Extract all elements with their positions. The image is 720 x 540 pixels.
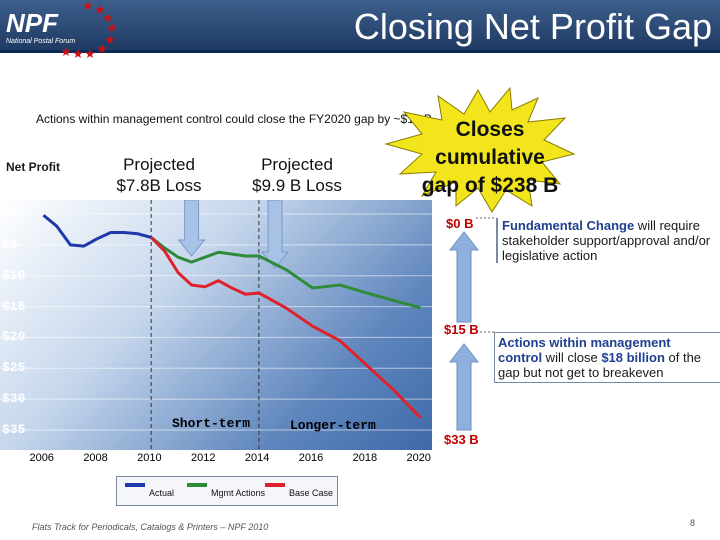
legend-swatch-mgmt — [187, 483, 207, 487]
legend-label-mgmt: Mgmt Actions — [211, 488, 266, 498]
down-arrow-icon — [177, 200, 206, 257]
projection-arrows — [177, 200, 290, 269]
star-arc-icon — [61, 1, 117, 58]
up-arrow-upper-icon — [448, 231, 480, 323]
x-tick-label: 2020 — [406, 452, 431, 464]
projected-left-line-2: $7.8B Loss — [116, 176, 202, 195]
longer-term-label: Longer-term — [290, 418, 376, 433]
series-line-actual — [42, 214, 152, 248]
gap-label-bottom: $33 B — [444, 432, 479, 447]
chart-panel — [0, 200, 432, 450]
y-tick-label: $10 — [2, 267, 26, 283]
fundamental-bold: Fundamental Change — [502, 218, 635, 233]
y-tick-label: $25 — [2, 360, 26, 376]
logo-subtitle: National Postal Forum — [6, 38, 76, 45]
projected-right-line-1: Projected — [261, 155, 333, 174]
slide-title: Closing Net Profit Gap — [353, 6, 712, 47]
callout-text: Closes cumulative gap of $238 B — [400, 116, 580, 200]
fundamental-rest: will require stakeholder support/approva… — [502, 218, 711, 263]
legend-label-base: Base Case — [289, 488, 334, 498]
gap-label-top: $0 B — [446, 216, 474, 231]
callout-line-3: gap of $238 B — [421, 174, 559, 197]
management-actions-note: Actions within management control will c… — [494, 332, 720, 383]
chart-series — [42, 214, 422, 419]
y-tick-label: $15 — [2, 298, 26, 314]
chart-gridlines — [0, 200, 432, 450]
y-tick-label: $20 — [2, 329, 26, 345]
projected-left-line-1: Projected — [123, 155, 195, 174]
down-arrow-icon — [260, 200, 290, 269]
management-mid: will close — [542, 350, 602, 365]
management-bold-1: Actions within management control — [498, 335, 671, 365]
up-arrow-lower-icon — [448, 343, 480, 431]
x-tick-label: 2016 — [298, 452, 324, 464]
y-tick-label: $5 — [2, 236, 18, 252]
subtitle: Actions within management control could … — [36, 112, 432, 126]
legend-swatch-base — [265, 483, 285, 487]
gap-label-mid: $15 B — [444, 322, 479, 337]
projected-right-label: Projected $9.9 B Loss — [242, 154, 352, 196]
x-tick-label: 2008 — [83, 452, 108, 464]
gap-arrows — [448, 217, 496, 431]
y-tick-label: $30 — [2, 391, 26, 407]
callout-line-1: Closes — [455, 118, 525, 141]
header-rule — [0, 50, 720, 53]
projected-left-label: Projected $7.8B Loss — [104, 154, 214, 196]
legend-swatch-actual — [125, 483, 145, 487]
footer-text: Flats Track for Periodicals, Catalogs & … — [32, 522, 269, 532]
projected-right-line-2: $9.9 B Loss — [252, 176, 342, 195]
x-tick-label: 2012 — [191, 452, 216, 464]
y-axis-label: Net Profit — [6, 160, 60, 174]
header-bar — [0, 0, 720, 50]
short-term-label: Short-term — [172, 416, 251, 431]
x-tick-label: 2018 — [352, 452, 378, 464]
series-line-base-case — [150, 236, 422, 419]
series-line-mgmt-actions — [150, 236, 421, 310]
logo: NPF — [6, 8, 58, 38]
y-tick-label: $35 — [2, 422, 26, 437]
management-rest: of the gap but not get to breakeven — [498, 350, 702, 380]
fundamental-change-note: Fundamental Change will require stakehol… — [496, 218, 720, 263]
legend-label-actual: Actual — [149, 488, 175, 498]
net-profit-chart — [0, 200, 432, 450]
x-tick-label: 2006 — [29, 452, 54, 464]
page-number: 8 — [690, 518, 696, 528]
chart-legend: Actual Mgmt Actions Base Case — [116, 476, 338, 506]
x-tick-label: 2010 — [137, 452, 162, 464]
callout-line-2: cumulative — [435, 146, 545, 169]
y-tick-label: $0 — [2, 206, 18, 221]
management-bold-2: $18 billion — [601, 350, 665, 365]
callout-burst — [384, 86, 576, 213]
x-tick-label: 2014 — [244, 452, 270, 464]
